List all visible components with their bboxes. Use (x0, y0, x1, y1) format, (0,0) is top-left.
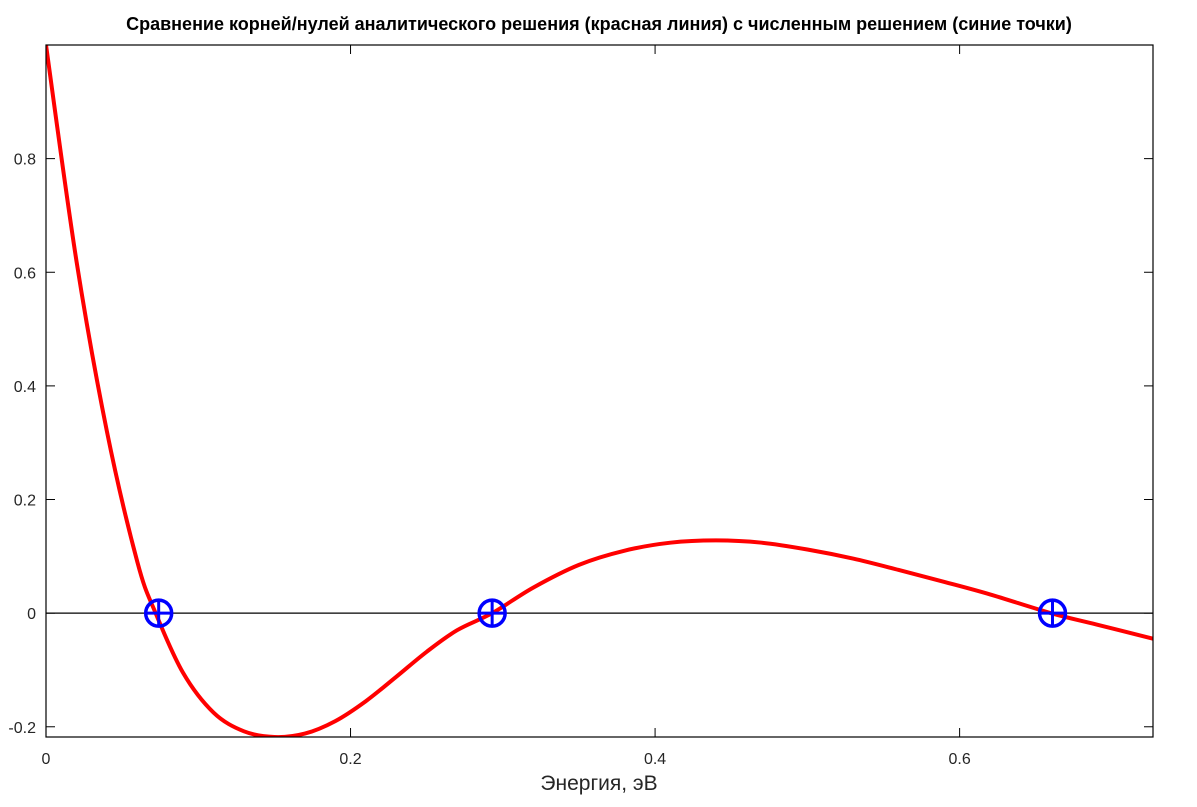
plot-area: 0 0.2 0.4 0.6 -0.2 0 0.2 0.4 0.6 0.8 (8, 44, 1154, 768)
numeric-root-marker (477, 598, 507, 628)
numeric-root-marker (143, 598, 174, 628)
y-tick-label: 0.8 (14, 152, 36, 169)
analytic-solution-line (46, 45, 1153, 737)
x-tick-label: 0.6 (948, 751, 970, 768)
axes-frame (45, 44, 1154, 738)
chart-title: Сравнение корней/нулей аналитического ре… (126, 14, 1072, 34)
y-tick-label: 0.4 (14, 379, 36, 396)
y-tick-label: 0.6 (14, 265, 36, 282)
y-tick-label: -0.2 (8, 720, 36, 737)
y-tick-label: 0 (27, 606, 36, 623)
x-tick-label: 0.2 (339, 751, 361, 768)
y-tick-label: 0.2 (14, 493, 36, 510)
x-tick-label: 0 (42, 751, 51, 768)
x-tick-label: 0.4 (644, 751, 666, 768)
x-axis-label: Энергия, эВ (540, 772, 657, 795)
numeric-root-marker (1037, 598, 1068, 628)
